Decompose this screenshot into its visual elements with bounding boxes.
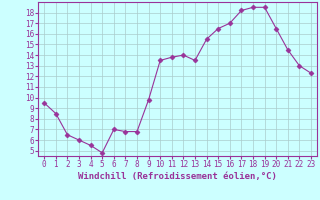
X-axis label: Windchill (Refroidissement éolien,°C): Windchill (Refroidissement éolien,°C): [78, 172, 277, 181]
